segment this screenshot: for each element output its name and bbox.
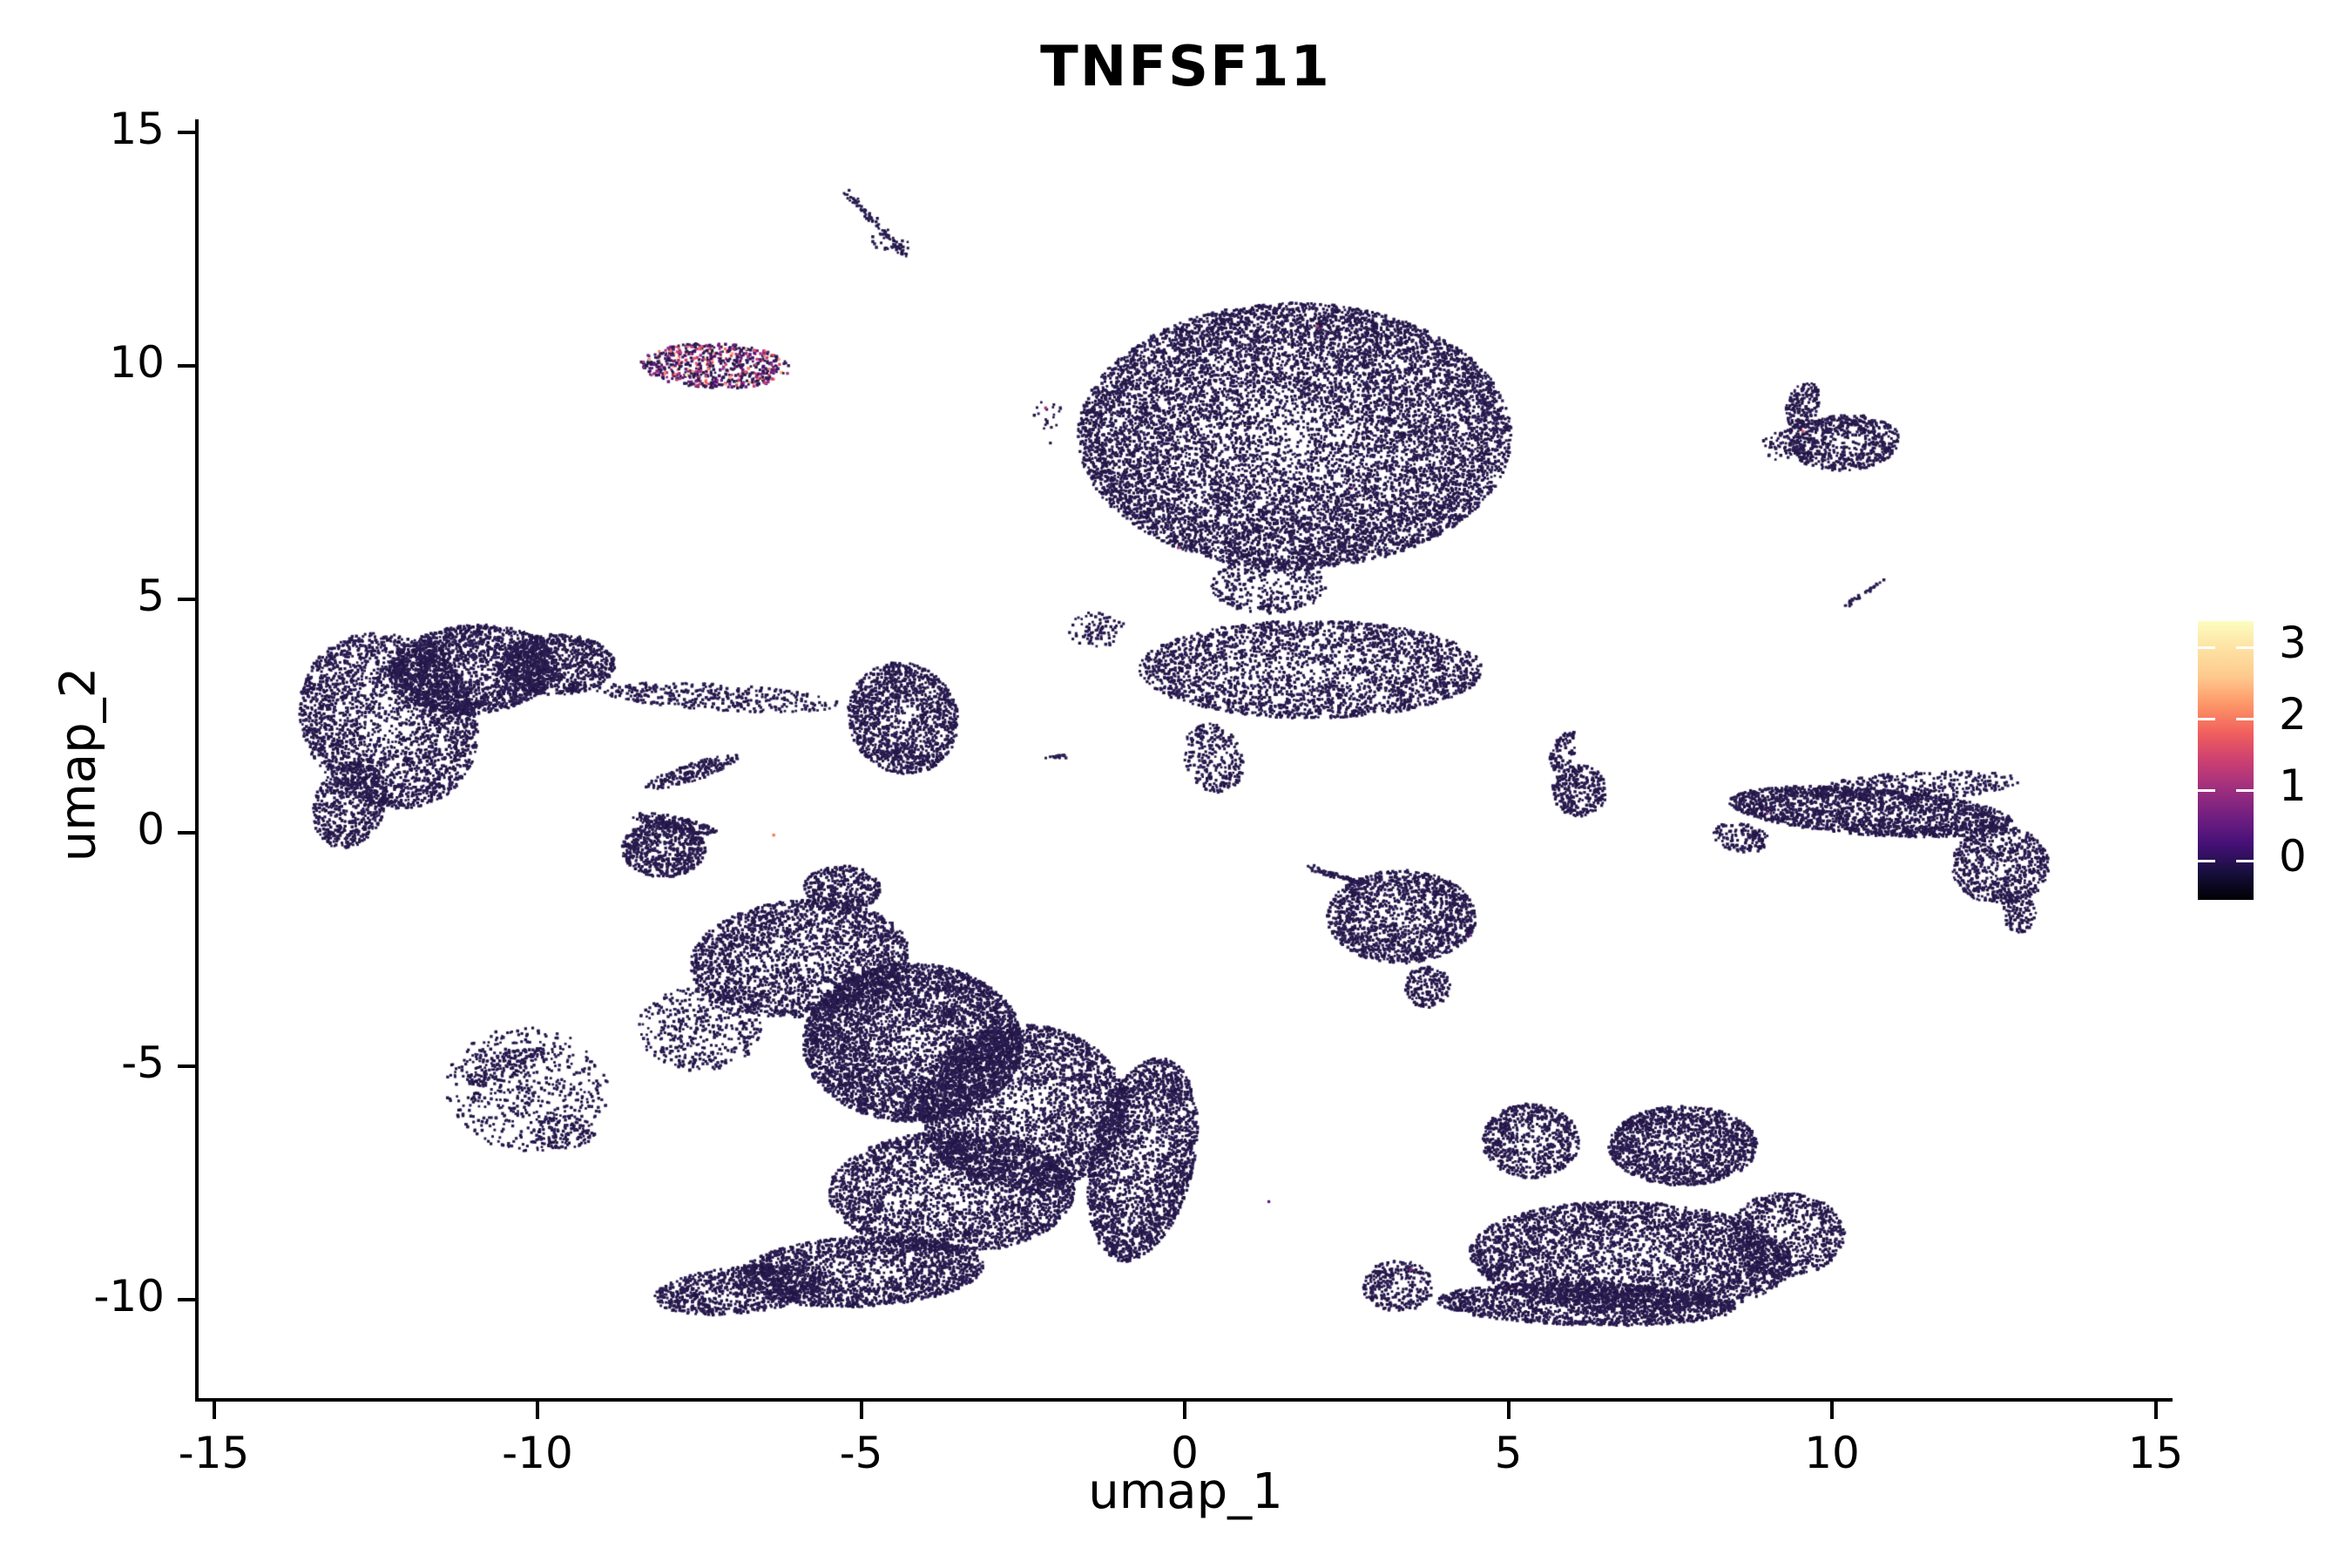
y-tick [178, 598, 195, 601]
x-tick [1830, 1402, 1834, 1419]
y-tick [178, 131, 195, 134]
x-tick-label: 15 [2127, 1428, 2184, 1478]
y-tick-label: 0 [137, 804, 165, 855]
colorbar-tick [2198, 859, 2215, 862]
colorbar-tick [2198, 788, 2215, 792]
y-tick-label: 15 [109, 104, 165, 154]
y-tick [178, 1064, 195, 1068]
x-tick [859, 1402, 863, 1419]
x-axis-label: umap_1 [1088, 1463, 1283, 1520]
y-tick [178, 1298, 195, 1301]
x-tick [1506, 1402, 1511, 1419]
colorbar-tick [2198, 717, 2215, 720]
plot-title: TNFSF11 [1040, 35, 1331, 99]
colorbar-tick [2236, 645, 2254, 649]
y-tick [178, 831, 195, 835]
colorbar-tick [2236, 859, 2254, 862]
x-tick-label: -5 [839, 1428, 883, 1478]
y-axis-label: umap_2 [50, 666, 107, 862]
colorbar-tick-label: 0 [2279, 831, 2307, 882]
colorbar-tick [2236, 717, 2254, 720]
colorbar-tick [2198, 645, 2215, 649]
y-tick-label: 10 [109, 337, 165, 388]
x-tick-label: 10 [1804, 1428, 1860, 1478]
x-tick-label: 0 [1171, 1428, 1199, 1478]
y-tick-label: -5 [121, 1037, 165, 1088]
x-tick-label: 5 [1494, 1428, 1523, 1478]
expression-colorbar [2198, 621, 2254, 900]
y-tick [178, 364, 195, 368]
colorbar-tick-label: 3 [2279, 618, 2307, 668]
x-tick [212, 1402, 216, 1419]
y-tick-label: -10 [93, 1271, 165, 1321]
y-axis-spine [195, 119, 199, 1402]
x-axis-spine [195, 1398, 2173, 1402]
colorbar-tick [2236, 788, 2254, 792]
x-tick [2153, 1402, 2158, 1419]
x-tick-label: -10 [502, 1428, 573, 1478]
colorbar-tick-label: 2 [2279, 689, 2307, 740]
x-tick-label: -15 [178, 1428, 250, 1478]
y-tick-label: 5 [137, 571, 165, 621]
colorbar-tick-label: 1 [2279, 760, 2307, 811]
x-tick [536, 1402, 539, 1419]
x-tick [1183, 1402, 1186, 1419]
